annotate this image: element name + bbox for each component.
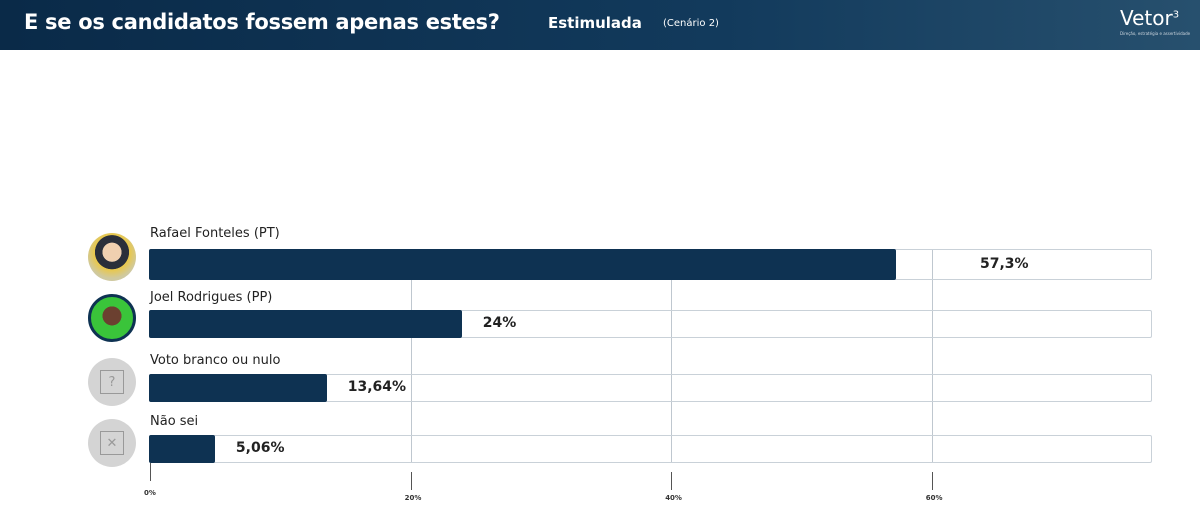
tagline: Direção, estratégia e assertividade [1120, 31, 1191, 36]
tick-label: 20% [404, 494, 422, 502]
candidate-photo [88, 233, 136, 281]
value-label: 5,06% [235, 440, 285, 456]
category-label: Rafael Fonteles (PT) [150, 226, 280, 241]
subtitle: Estimulada [548, 14, 642, 32]
scenario: (Cenário 2) [663, 18, 719, 29]
tick-label: 0% [144, 489, 156, 497]
category-label: Não sei [150, 414, 199, 429]
bar [149, 310, 462, 338]
tick-mark [931, 472, 933, 490]
tick-mark [671, 472, 673, 490]
category-label: Voto branco ou nulo [150, 353, 281, 368]
candidate-photo [88, 294, 136, 342]
tick-mark [410, 472, 412, 490]
gridline [671, 249, 673, 463]
tick-label: 40% [665, 494, 682, 502]
value-label: 24% [482, 315, 517, 331]
logo: Vetor3 [1120, 6, 1180, 30]
gridline [410, 249, 412, 463]
tick-label: 60% [925, 494, 943, 502]
gridline [931, 249, 933, 463]
category-label: Joel Rodrigues (PP) [150, 290, 273, 305]
bar [149, 435, 215, 463]
bar [149, 249, 896, 280]
page-title: E se os candidatos fossem apenas estes? [24, 10, 500, 34]
value-label: 13,64% [347, 379, 407, 395]
header: E se os candidatos fossem apenas estes? … [0, 0, 1200, 50]
value-label: 57,3% [980, 255, 1029, 272]
tick-mark [150, 463, 151, 481]
question-icon: ? [88, 358, 136, 406]
bar [149, 374, 327, 402]
x-box-icon: ✕ [88, 419, 136, 467]
bar-track [149, 435, 1152, 463]
